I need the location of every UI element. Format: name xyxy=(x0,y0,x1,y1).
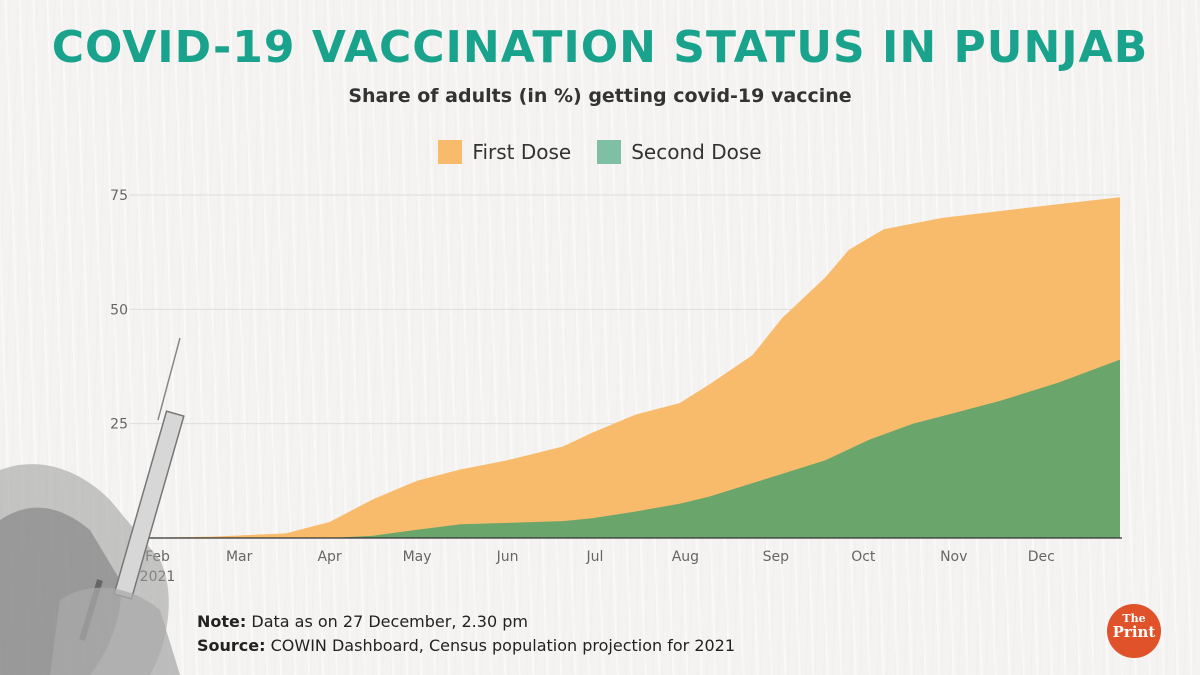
x-tick-label-mar: Mar xyxy=(226,549,253,565)
legend-item-first-dose: First Dose xyxy=(438,140,571,164)
x-axis: Feb2021MarAprMayJunJulAugSepOctNovDec xyxy=(130,537,1122,585)
legend-swatch-second-dose xyxy=(597,140,622,164)
logo-top-text: The xyxy=(1122,612,1146,625)
x-tick-label-may: May xyxy=(403,549,432,565)
x-tick-label-apr: Apr xyxy=(317,549,341,565)
y-tick-label-25: 25 xyxy=(110,417,128,433)
note-text: Data as on 27 December, 2.30 pm xyxy=(251,612,528,631)
x-tick-label-aug: Aug xyxy=(672,549,699,565)
legend-label-first-dose: First Dose xyxy=(472,140,572,164)
legend: First Dose Second Dose xyxy=(0,140,1200,164)
x-tick-label-dec: Dec xyxy=(1028,549,1055,565)
logo-bottom-text: Print xyxy=(1112,623,1156,641)
legend-label-second-dose: Second Dose xyxy=(631,140,762,164)
source-text: COWIN Dashboard, Census population proje… xyxy=(270,636,736,655)
y-tick-label-50: 50 xyxy=(110,302,128,318)
y-tick-label-75: 75 xyxy=(110,188,128,204)
source-line: Source: COWIN Dashboard, Census populati… xyxy=(197,634,735,658)
chart-title: COVID-19 VACCINATION STATUS IN PUNJAB xyxy=(51,22,1149,73)
note-line: Note: Data as on 27 December, 2.30 pm xyxy=(197,610,735,634)
legend-swatch-first-dose xyxy=(438,140,463,164)
x-tick-label-jun: Jun xyxy=(496,549,519,565)
y-axis: 25 50 75 xyxy=(110,188,128,433)
legend-item-second-dose: Second Dose xyxy=(597,140,762,164)
x-tick-label-oct: Oct xyxy=(851,549,876,565)
note-label: Note: xyxy=(197,612,247,631)
theprint-logo: The Print xyxy=(1107,604,1161,658)
area-series-second-dose xyxy=(140,359,1120,538)
x-tick-label-nov: Nov xyxy=(940,549,967,565)
series-areas xyxy=(140,197,1120,539)
syringe-hand-illustration xyxy=(0,337,185,675)
source-label: Source: xyxy=(197,636,266,655)
chart-subtitle: Share of adults (in %) getting covid-19 … xyxy=(348,85,852,107)
notes: Note: Data as on 27 December, 2.30 pm So… xyxy=(197,610,735,658)
x-tick-label-sep: Sep xyxy=(763,549,790,565)
x-tick-label-jul: Jul xyxy=(586,549,604,565)
